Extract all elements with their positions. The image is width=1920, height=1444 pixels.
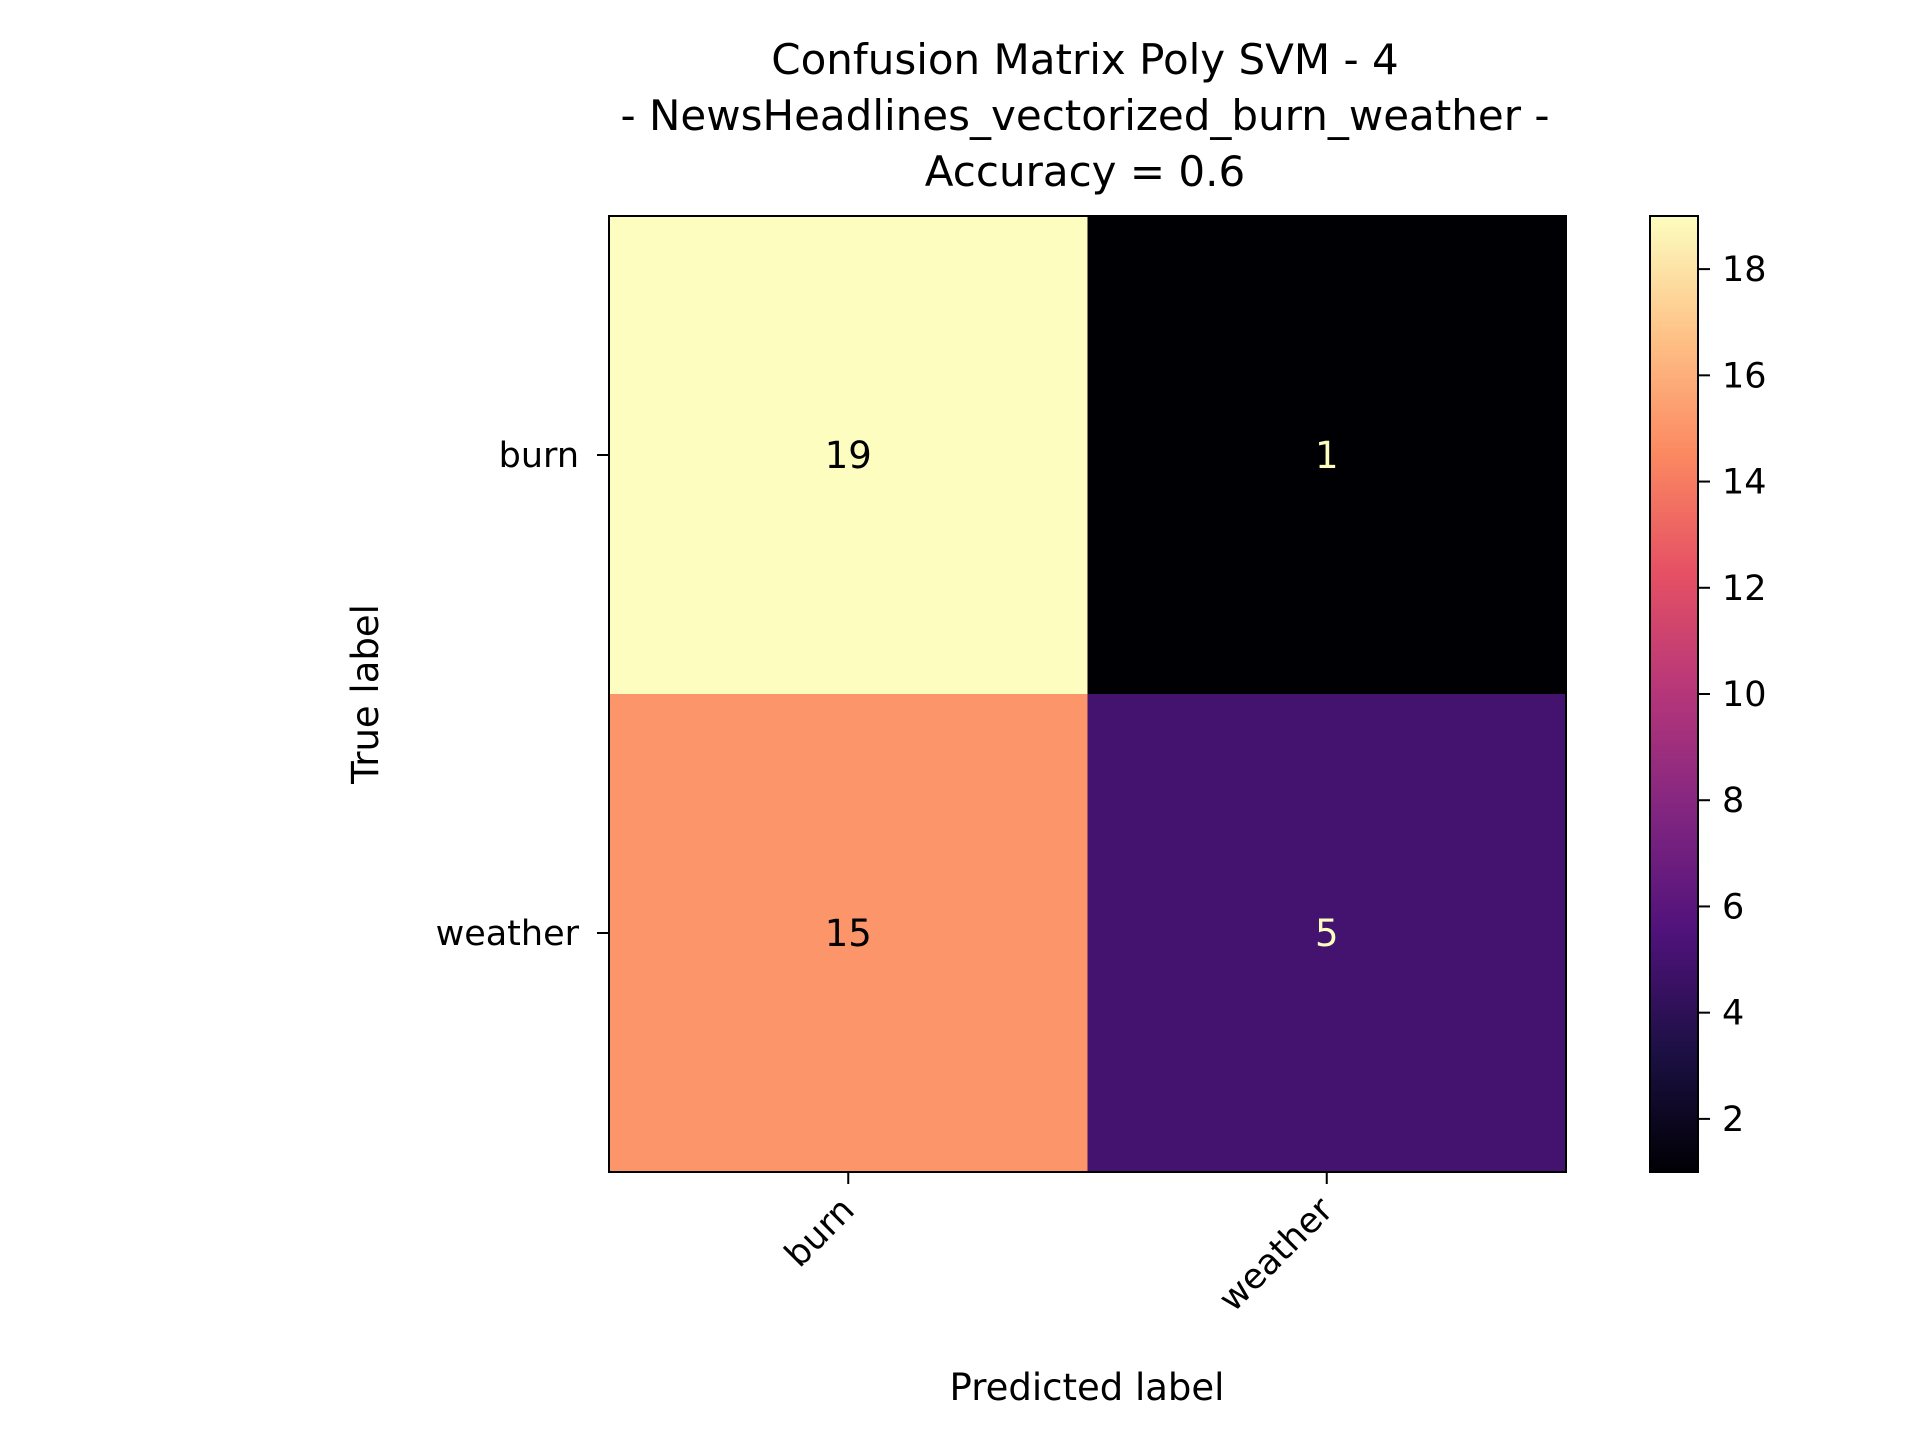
cell-value-burn-burn: 19: [825, 434, 872, 477]
colorbar-tick-label-14: 14: [1722, 463, 1767, 503]
x-tick-label-weather: weather: [1211, 1190, 1341, 1320]
heatmap-cell-weather-burn: [609, 694, 1088, 1173]
cell-value-burn-weather: 1: [1315, 434, 1339, 477]
colorbar-tick-label-10: 10: [1722, 675, 1767, 715]
y-tick-label-burn: burn: [499, 436, 579, 476]
heatmap-cell-weather-weather: [1087, 694, 1567, 1173]
colorbar-tick-label-18: 18: [1722, 250, 1767, 290]
colorbar-tick-label-16: 16: [1722, 356, 1767, 396]
heatmap-values: 19 1 15 5: [825, 434, 1339, 955]
colorbar-tick-label-2: 2: [1722, 1100, 1744, 1140]
colorbar-tick-label-6: 6: [1722, 887, 1744, 927]
heatmap-cell-burn-weather: [1087, 216, 1567, 695]
colorbar-tick-label-4: 4: [1722, 994, 1744, 1034]
heatmap-cell-burn-burn: [609, 216, 1088, 695]
colorbar-tick-label-8: 8: [1722, 781, 1744, 821]
x-axis-label: Predicted label: [950, 1366, 1225, 1409]
heatmap-cells: [609, 216, 1567, 1173]
cell-value-weather-burn: 15: [825, 912, 872, 955]
cell-value-weather-weather: 5: [1315, 912, 1339, 955]
chart-title-line-2: - NewsHeadlines_vectorized_burn_weather …: [621, 91, 1550, 140]
x-tick-label-burn: burn: [778, 1190, 863, 1275]
colorbar-ticks: 2 4 6 8 10 12 14 16 18: [1698, 250, 1767, 1140]
chart-title-line-3: Accuracy = 0.6: [925, 147, 1245, 196]
y-tick-label-weather: weather: [436, 914, 580, 954]
plot-frame: [608, 215, 1567, 1173]
colorbar: [1649, 215, 1699, 1173]
y-axis-label: True label: [344, 604, 387, 785]
chart-title-line-1: Confusion Matrix Poly SVM - 4: [771, 35, 1398, 84]
colorbar-tick-label-12: 12: [1722, 569, 1767, 609]
